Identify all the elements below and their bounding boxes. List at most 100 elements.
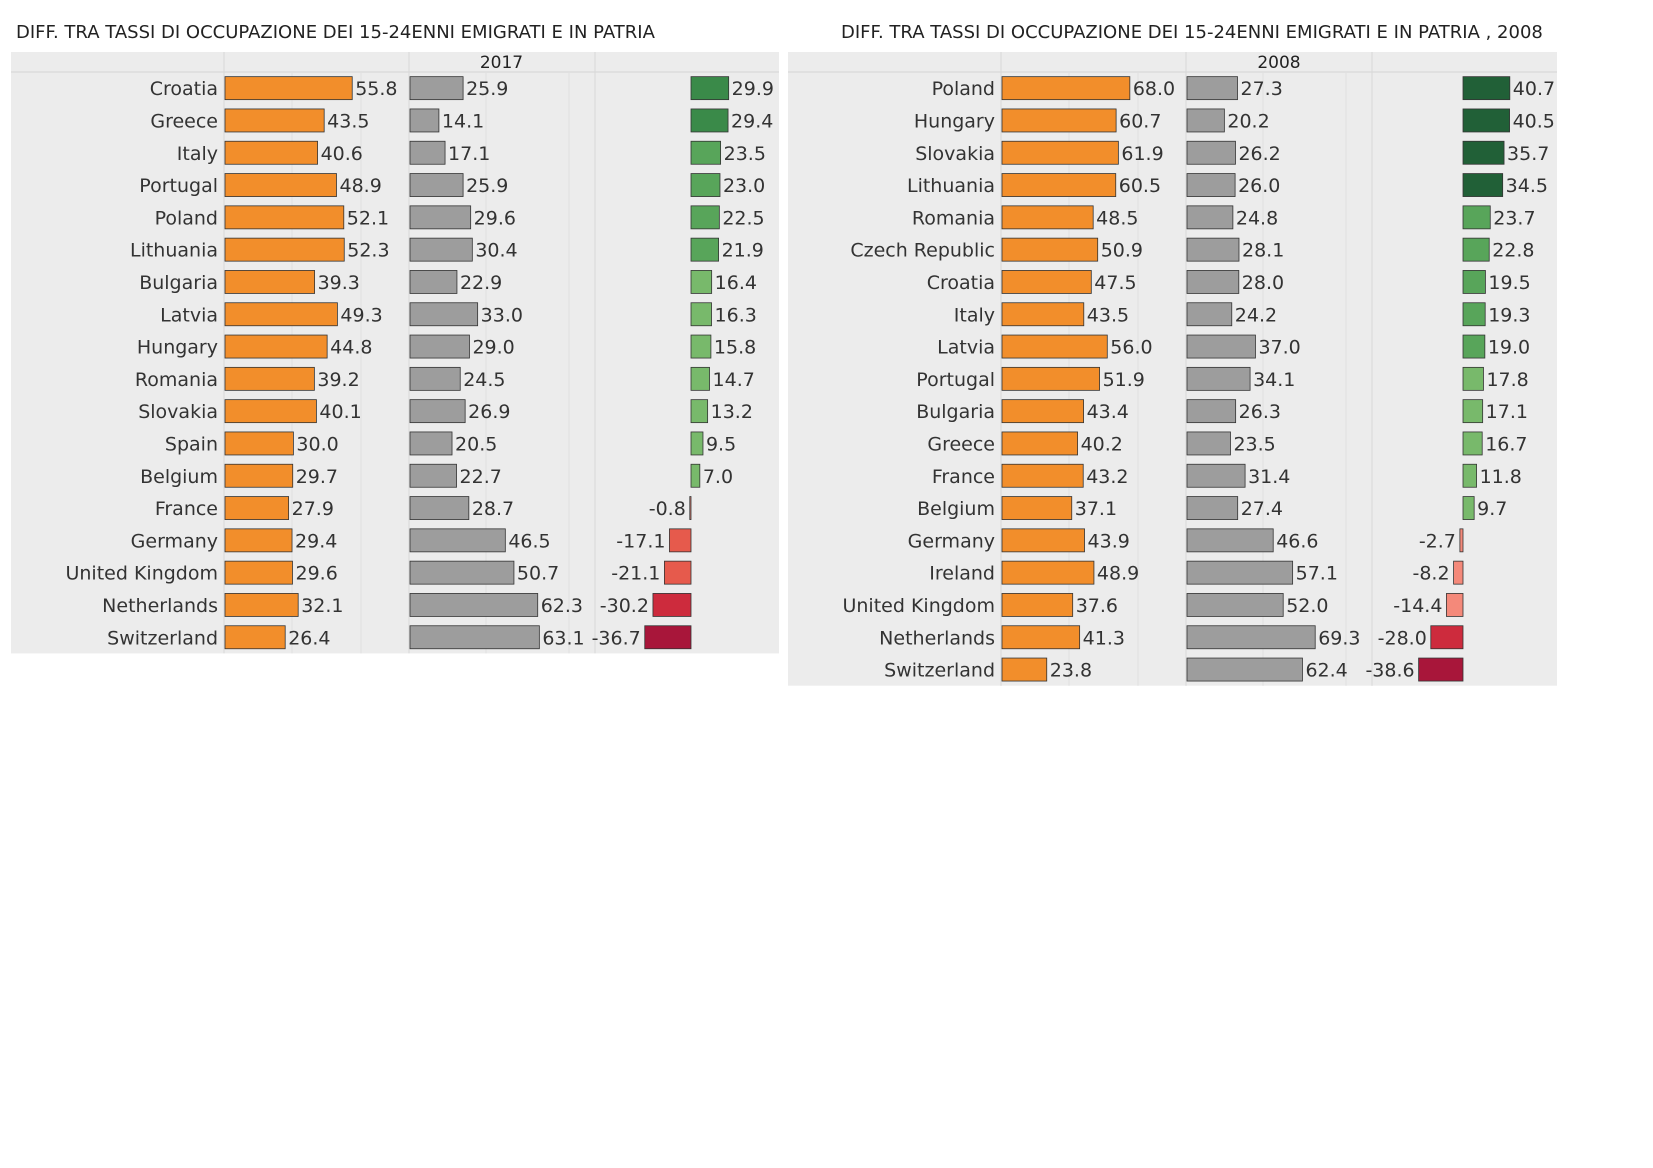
data-label-difference: 29.4 xyxy=(731,110,773,132)
bar-difference xyxy=(1462,108,1510,133)
category-label: Slovakia xyxy=(138,401,218,423)
data-label-emigrants: 32.1 xyxy=(301,595,343,617)
data-label-home: 28.0 xyxy=(1242,272,1284,294)
bar-difference xyxy=(1459,528,1464,553)
bar-home xyxy=(1186,76,1238,101)
data-label-home: 63.1 xyxy=(542,627,584,649)
bar-home xyxy=(1186,302,1233,327)
bar-emigrants xyxy=(1001,237,1099,262)
bar-difference xyxy=(1462,334,1486,359)
data-label-emigrants: 41.3 xyxy=(1083,627,1125,649)
bar-difference xyxy=(690,399,709,424)
data-label-emigrants: 52.3 xyxy=(347,240,389,262)
category-label: Latvia xyxy=(937,337,995,359)
data-label-difference: 15.8 xyxy=(714,337,756,359)
data-label-difference: 40.7 xyxy=(1513,78,1555,100)
bar-home xyxy=(409,205,472,230)
data-label-difference: 19.3 xyxy=(1488,304,1530,326)
bar-emigrants xyxy=(1001,270,1092,294)
data-label-emigrants: 39.2 xyxy=(317,369,359,391)
data-label-home: 69.3 xyxy=(1318,627,1360,649)
data-label-emigrants: 23.8 xyxy=(1050,660,1092,682)
category-label: Croatia xyxy=(150,78,218,100)
data-label-emigrants: 37.1 xyxy=(1075,498,1117,520)
data-label-difference: 16.3 xyxy=(715,304,757,326)
bar-emigrants xyxy=(224,431,294,456)
data-label-difference: 9.5 xyxy=(706,433,736,455)
bar-home xyxy=(409,625,540,650)
bar-difference xyxy=(1462,399,1484,424)
category-label: Romania xyxy=(912,207,995,229)
data-label-home: 34.1 xyxy=(1253,369,1295,391)
bar-home xyxy=(409,593,539,617)
category-label: France xyxy=(155,498,218,520)
data-label-home: 14.1 xyxy=(442,110,484,132)
bar-emigrants xyxy=(224,366,315,391)
bar-home xyxy=(409,560,515,585)
bar-home xyxy=(1186,528,1274,553)
data-label-difference: 22.8 xyxy=(1492,240,1534,262)
bar-difference xyxy=(690,334,712,359)
bar-emigrants xyxy=(224,205,345,230)
category-label: Hungary xyxy=(914,110,995,132)
bar-home xyxy=(1186,270,1240,294)
bar-difference xyxy=(1430,625,1464,650)
bar-home xyxy=(1186,334,1256,359)
category-label: Hungary xyxy=(137,337,218,359)
category-label: Greece xyxy=(927,433,995,455)
bar-difference xyxy=(690,108,729,133)
data-label-home: 28.7 xyxy=(472,498,514,520)
category-label: Spain xyxy=(165,433,218,455)
data-label-emigrants: 50.9 xyxy=(1101,240,1143,262)
data-label-home: 22.9 xyxy=(460,272,502,294)
data-label-difference: 9.7 xyxy=(1477,498,1507,520)
data-label-difference: 22.5 xyxy=(722,207,764,229)
data-label-home: 30.4 xyxy=(475,240,517,262)
data-label-difference: 23.5 xyxy=(724,143,766,165)
category-label: Poland xyxy=(155,207,218,229)
bar-emigrants xyxy=(224,108,325,133)
data-label-home: 57.1 xyxy=(1296,563,1338,585)
bar-difference xyxy=(1462,76,1511,101)
bar-emigrants xyxy=(1001,528,1085,553)
data-label-home: 24.2 xyxy=(1235,304,1277,326)
data-label-emigrants: 44.8 xyxy=(330,337,372,359)
bar-home xyxy=(409,108,440,133)
data-label-difference: -38.6 xyxy=(1365,660,1414,682)
bar-emigrants xyxy=(1001,593,1074,617)
bar-difference xyxy=(1453,560,1464,585)
bar-emigrants xyxy=(224,270,316,294)
chart-title: DIFF. TRA TASSI DI OCCUPAZIONE DEI 15-24… xyxy=(841,22,1543,43)
panel-background xyxy=(788,52,1557,686)
data-label-home: 29.6 xyxy=(474,207,516,229)
data-label-emigrants: 43.4 xyxy=(1087,401,1129,423)
data-label-emigrants: 47.5 xyxy=(1094,272,1136,294)
category-label: Poland xyxy=(932,78,995,100)
data-label-emigrants: 68.0 xyxy=(1133,78,1175,100)
bar-home xyxy=(409,270,458,294)
category-label: Lithuania xyxy=(907,175,995,197)
data-label-difference: -0.8 xyxy=(649,498,686,520)
bar-emigrants xyxy=(224,496,290,520)
data-label-emigrants: 40.6 xyxy=(321,143,363,165)
bar-emigrants xyxy=(1001,205,1094,230)
bar-emigrants xyxy=(224,76,353,101)
data-label-home: 29.0 xyxy=(472,337,514,359)
data-label-emigrants: 39.3 xyxy=(318,272,360,294)
data-label-difference: -36.7 xyxy=(592,627,641,649)
data-label-emigrants: 60.5 xyxy=(1119,175,1161,197)
column-header: 2017 xyxy=(480,53,523,73)
bar-home xyxy=(409,237,473,262)
bar-emigrants xyxy=(224,560,293,585)
bar-difference xyxy=(690,76,730,101)
bar-difference xyxy=(1462,431,1483,456)
data-label-difference: 16.4 xyxy=(715,272,757,294)
data-label-emigrants: 29.4 xyxy=(295,530,337,552)
bar-home xyxy=(409,463,457,488)
bar-difference xyxy=(1462,496,1475,520)
bar-emigrants xyxy=(1001,334,1108,359)
bar-emigrants xyxy=(1001,431,1078,456)
bar-difference xyxy=(669,528,692,553)
category-label: Ireland xyxy=(929,563,995,585)
data-label-home: 20.2 xyxy=(1227,110,1269,132)
